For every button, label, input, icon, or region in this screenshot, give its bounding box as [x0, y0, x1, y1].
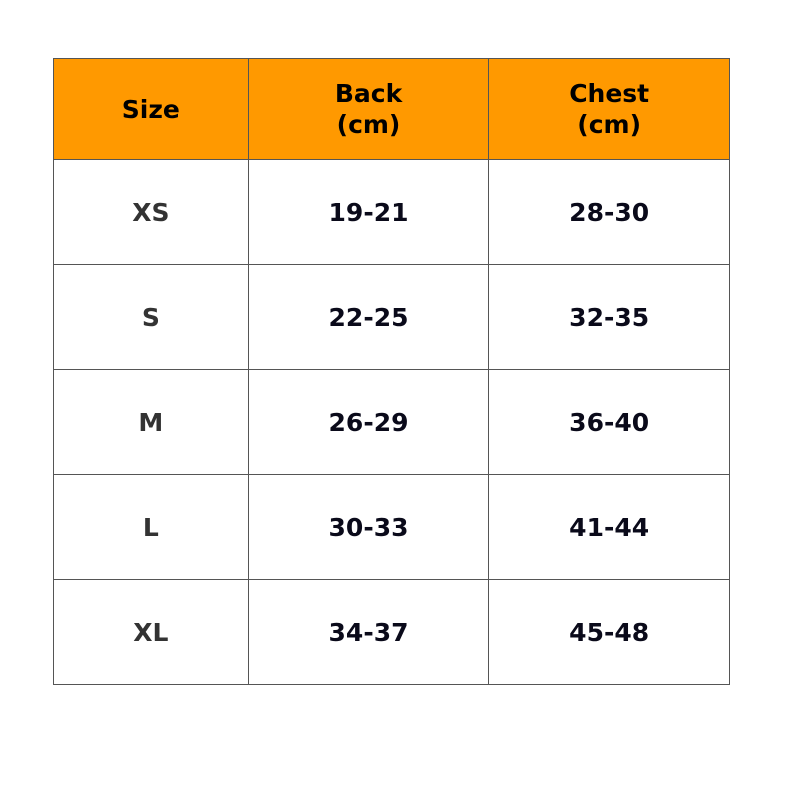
back-cell: 34-37: [247, 579, 490, 685]
table-row: M 26-29 36-40: [53, 369, 730, 475]
header-chest-label: Chest: [569, 79, 650, 108]
header-back-unit: (cm): [336, 110, 401, 139]
header-chest-unit: (cm): [577, 110, 642, 139]
table-row: XL 34-37 45-48: [53, 579, 730, 685]
back-cell: 30-33: [247, 474, 490, 580]
size-cell: S: [53, 264, 249, 370]
back-cell: 26-29: [247, 369, 490, 475]
table-row: L 30-33 41-44: [53, 474, 730, 580]
size-cell: XL: [53, 579, 249, 685]
chest-cell: 36-40: [488, 369, 730, 475]
back-cell: 22-25: [247, 264, 490, 370]
header-back: Back (cm): [247, 58, 490, 160]
size-cell: M: [53, 369, 249, 475]
chest-cell: 41-44: [488, 474, 730, 580]
chest-cell: 28-30: [488, 159, 730, 265]
chest-cell: 32-35: [488, 264, 730, 370]
header-size: Size: [53, 58, 249, 160]
chest-cell: 45-48: [488, 579, 730, 685]
header-back-label: Back: [334, 79, 403, 108]
size-cell: L: [53, 474, 249, 580]
table-row: S 22-25 32-35: [53, 264, 730, 370]
back-cell: 19-21: [247, 159, 490, 265]
header-size-label: Size: [121, 94, 180, 124]
header-chest: Chest (cm): [488, 58, 730, 160]
size-cell: XS: [53, 159, 249, 265]
header-row: Size Back (cm) Chest (cm): [53, 58, 730, 160]
size-chart-table: Size Back (cm) Chest (cm) XS 19-21 28-30 S 22-…: [53, 58, 730, 685]
table-row: XS 19-21 28-30: [53, 159, 730, 265]
